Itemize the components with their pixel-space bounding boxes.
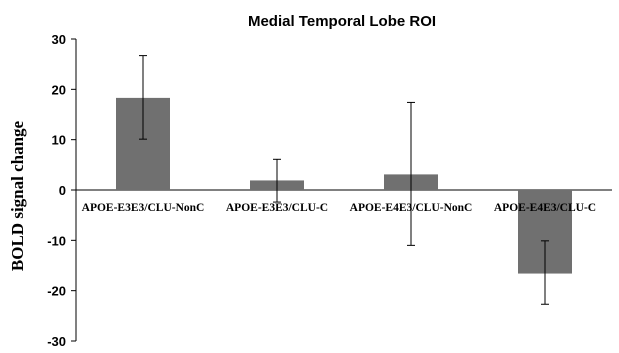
y-tick-label: 20 — [52, 82, 66, 97]
y-tick-label: 0 — [59, 183, 66, 198]
category-label: APOE-E3E3/CLU-C — [226, 202, 328, 214]
category-label: APOE-E4E3/CLU-C — [494, 202, 596, 214]
category-label: APOE-E3E3/CLU-NonC — [82, 202, 205, 214]
y-tick-label: -10 — [47, 233, 66, 248]
y-tick-label: 10 — [52, 133, 66, 148]
y-tick-label: 30 — [52, 32, 66, 47]
y-axis-label: BOLD signal change — [8, 120, 27, 271]
chart-title: Medial Temporal Lobe ROI — [248, 13, 436, 30]
category-label: APOE-E4E3/CLU-NonC — [350, 202, 473, 214]
y-tick-label: -30 — [47, 334, 66, 348]
plot-area: 30 20 10 0 -10 -20 -30 APOE-E3E3/CLU-NonC APOE-E… — [47, 32, 612, 349]
y-tick-label: -20 — [47, 284, 66, 299]
